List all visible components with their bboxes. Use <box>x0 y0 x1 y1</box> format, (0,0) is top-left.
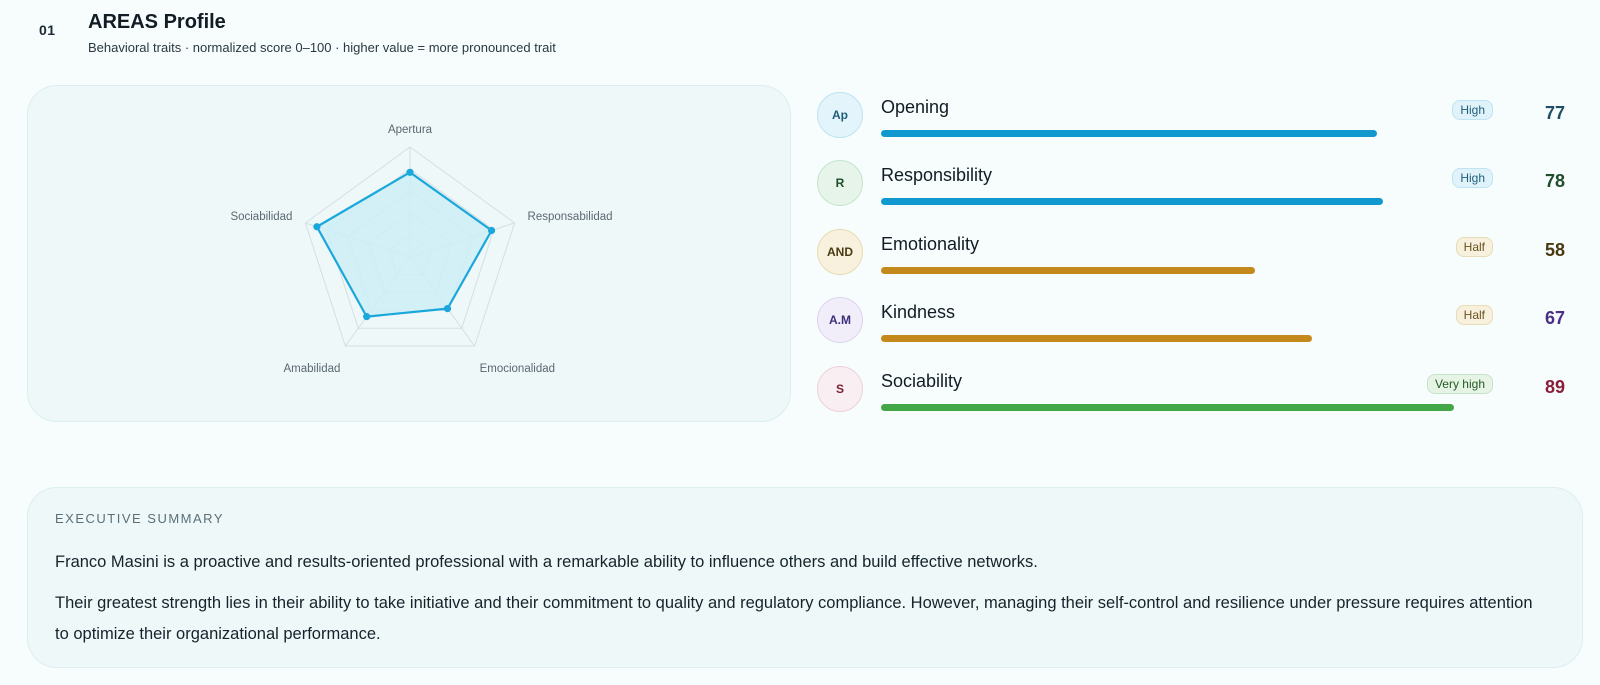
trait-name: Emotionality <box>881 234 980 254</box>
radar-data-point <box>363 313 371 321</box>
trait-score: 77 <box>1544 103 1565 123</box>
trait-bar-track <box>881 267 1525 274</box>
trait-avatar: A.M <box>817 297 863 343</box>
trait-name: Kindness <box>881 302 956 322</box>
trait-bar-fill <box>881 198 1384 205</box>
radar-grid-ring <box>304 146 516 347</box>
trait-level-badge: High <box>1452 100 1493 120</box>
trait-bar-fill <box>881 335 1313 342</box>
trait-name: Responsibility <box>881 165 993 185</box>
radar-axis-label: Amabilidad <box>284 363 341 375</box>
trait-bar-fill <box>881 267 1255 274</box>
trait-level-badge: High <box>1452 168 1493 188</box>
trait-bar-track <box>881 404 1525 411</box>
radar-data-point <box>443 305 452 313</box>
radar-data-area <box>315 171 493 318</box>
radar-data-point <box>313 223 321 231</box>
trait-avatar: AND <box>817 229 863 275</box>
radar-data-point <box>488 226 496 235</box>
summary-paragraph: Franco Masini is a proactive and results… <box>55 553 1038 571</box>
radar-data-point <box>406 168 414 176</box>
trait-level-badge: Half <box>1455 305 1493 325</box>
trait-bar-track <box>881 335 1525 342</box>
trait-row-emotionality: AND Emotionality Half 58 <box>817 229 1587 281</box>
radar-chart-card: Apertura Responsabilidad Emocionalidad Amab… <box>27 85 791 422</box>
trait-row-responsibility: R Responsibility High 78 <box>817 160 1587 212</box>
radar-axis-label: Apertura <box>388 124 433 136</box>
trait-level-badge: Half <box>1455 237 1493 257</box>
page-subtitle: Behavioral traits · normalized score 0–1… <box>88 40 556 55</box>
trait-avatar: Ap <box>817 92 863 138</box>
trait-row-sociability: S Sociability Very high 89 <box>817 366 1587 418</box>
executive-summary-card: EXECUTIVE SUMMARY Franco Masini is a pro… <box>27 487 1583 668</box>
trait-bar-track <box>881 198 1525 205</box>
radar-axis-label: Emocionalidad <box>480 363 555 375</box>
trait-score: 78 <box>1544 171 1565 191</box>
trait-score: 67 <box>1544 308 1565 328</box>
trait-bar-fill <box>881 130 1377 137</box>
trait-score: 89 <box>1544 377 1565 397</box>
trait-avatar: S <box>817 366 863 412</box>
summary-heading: EXECUTIVE SUMMARY <box>55 511 225 526</box>
trait-level-badge: Very high <box>1426 374 1493 394</box>
radar-axis-label: Responsabilidad <box>528 211 613 223</box>
trait-score: 58 <box>1544 240 1565 260</box>
radar-chart: Apertura Responsabilidad Emocionalidad Amab… <box>230 124 613 375</box>
trait-row-kindness: A.M Kindness Half 67 <box>817 297 1587 349</box>
summary-paragraph: Their greatest strength lies in their ab… <box>55 594 1533 643</box>
trait-avatar: R <box>817 160 863 206</box>
page-title: AREAS Profile <box>88 11 226 33</box>
trait-row-opening: Ap Opening High 77 <box>817 92 1587 144</box>
trait-name: Sociability <box>881 371 963 391</box>
section-number: 01 <box>39 22 56 38</box>
trait-bar-track <box>881 130 1525 137</box>
trait-bar-fill <box>881 404 1455 411</box>
radar-axis-label: Sociabilidad <box>230 211 292 223</box>
trait-name: Opening <box>881 97 950 117</box>
